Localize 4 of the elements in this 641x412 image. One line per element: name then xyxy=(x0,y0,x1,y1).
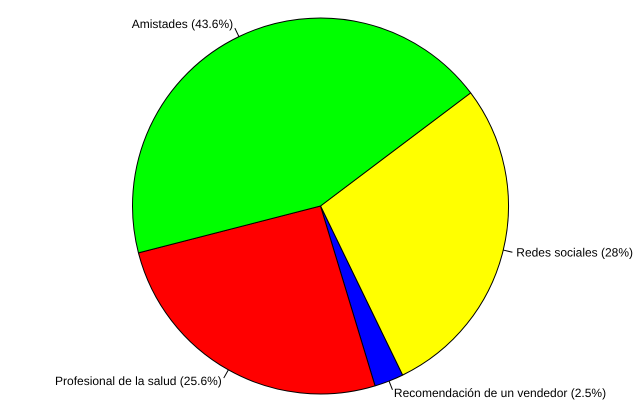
slice-label: Profesional de la salud (25.6%) xyxy=(55,374,222,388)
slice-label: Amistades (43.6%) xyxy=(132,16,234,31)
slice-label: Redes sociales (28%) xyxy=(516,246,634,260)
slice-label: Recomendación de un vendedor (2.5%) xyxy=(394,386,606,400)
